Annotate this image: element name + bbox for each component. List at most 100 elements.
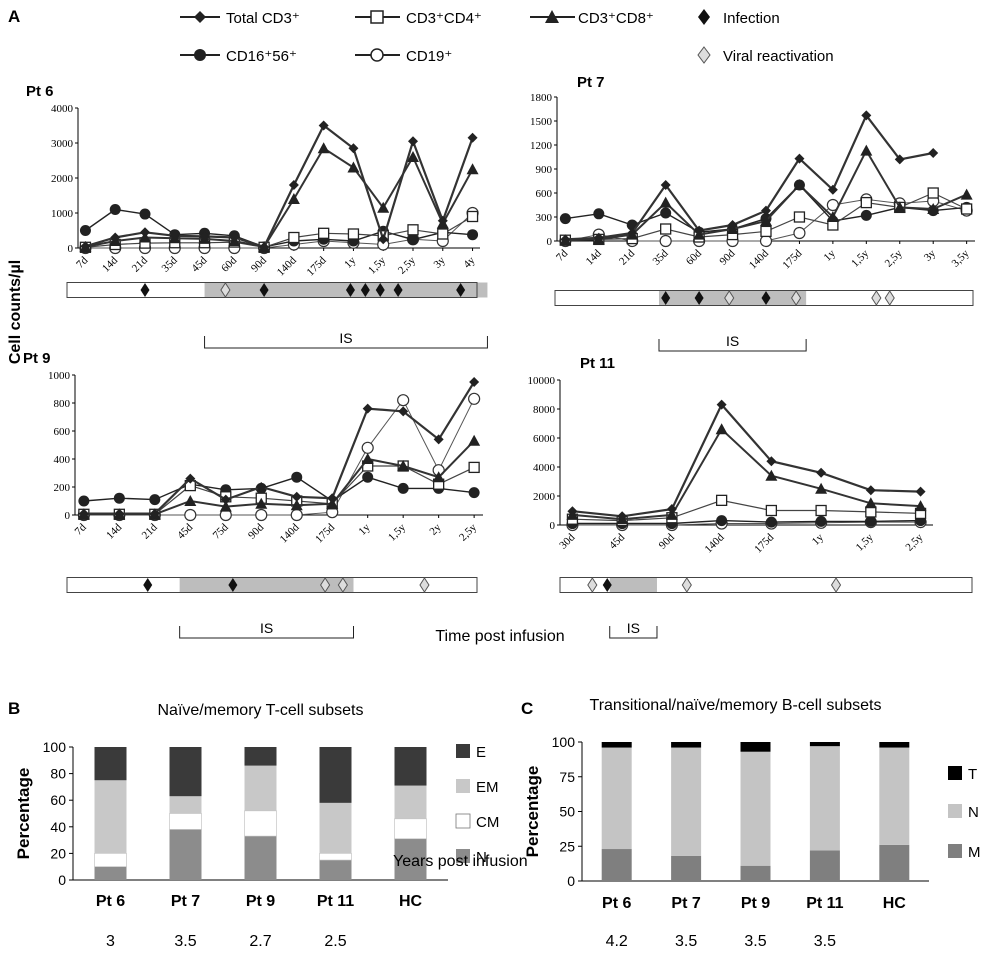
is-bracket-line	[179, 626, 355, 639]
data-point	[827, 184, 838, 195]
data-point	[766, 456, 777, 467]
data-point	[140, 227, 150, 238]
legend-item-cd16-56: CD16⁺56⁺	[180, 48, 297, 65]
y-axis-label: Percentage	[523, 766, 542, 858]
years-value: 3.5	[814, 933, 836, 950]
infection-marker	[456, 283, 466, 297]
series-line	[83, 381, 476, 515]
legend-item-cd19: CD19⁺	[355, 48, 452, 65]
data-point	[893, 201, 906, 213]
data-point	[184, 495, 197, 506]
data-point	[466, 163, 479, 175]
infection-marker	[393, 283, 403, 297]
bar-segment-em	[319, 802, 352, 854]
y-tick-label: 4000	[51, 103, 74, 115]
y-tick-label: 0	[58, 872, 66, 888]
bar-segment-t	[671, 742, 702, 748]
timeline	[66, 577, 478, 593]
x-tick-label: 4y	[461, 254, 478, 271]
line-chart-pt7: Pt 7 0 300 600 900 1200 1500 1800 7d 14d 21d 35d 60d…	[530, 74, 975, 352]
data-point	[199, 231, 210, 242]
bar-segment-n	[809, 746, 840, 851]
chart-title: Pt 9	[23, 350, 51, 367]
bar-pt-11	[809, 742, 840, 881]
data-point	[327, 493, 338, 504]
infection-marker	[375, 283, 385, 297]
timeline-border	[66, 577, 478, 593]
data-point	[716, 515, 728, 527]
series-line	[83, 465, 475, 515]
category-label: Pt 6	[96, 893, 125, 910]
bar-segment-em	[94, 780, 127, 854]
chart-title: Naïve/memory T-cell subsets	[158, 702, 364, 719]
data-point	[716, 399, 727, 410]
y-tick-label: 25	[559, 838, 575, 854]
category-label: Pt 7	[171, 893, 200, 910]
legend-item-cd4: CD3⁺CD4⁺	[355, 10, 482, 27]
data-point	[139, 208, 151, 220]
data-point	[865, 506, 877, 518]
category-label: Pt 9	[246, 893, 275, 910]
bar-pt-7	[169, 747, 202, 880]
x-tick-label: 75d	[211, 521, 232, 542]
x-tick-label: 175d	[305, 254, 329, 278]
bar-segment-e	[394, 747, 427, 786]
years-value: 4.2	[606, 933, 628, 950]
category-label: HC	[883, 895, 907, 912]
data-point	[894, 154, 905, 165]
infection-marker	[259, 283, 269, 297]
timeline	[559, 577, 973, 593]
data-point	[348, 143, 359, 154]
legend-swatch	[456, 849, 470, 863]
y-tick-label: 50	[559, 804, 575, 820]
data-point	[468, 487, 480, 499]
bar-segment-t	[601, 742, 632, 748]
bar-pt-11	[319, 747, 352, 880]
y-tick-label: 200	[54, 482, 71, 494]
series-cd3-cd8	[79, 142, 479, 252]
line-chart-pt6: Pt 6 0 1000 2000 3000 4000 7d 14d 21d 35d 45d 60d 90…	[26, 83, 488, 349]
y-tick-label: 80	[50, 766, 66, 782]
chart-title: Pt 6	[26, 83, 54, 100]
series-total-cd3	[560, 110, 939, 245]
y-tick-label: 1500	[530, 116, 553, 128]
data-point	[765, 469, 778, 481]
timeline-border	[559, 577, 973, 593]
data-point	[468, 392, 481, 405]
data-point	[793, 211, 806, 223]
y-tick-label: 0	[65, 510, 71, 522]
data-point	[794, 153, 805, 164]
data-point	[291, 491, 302, 502]
is-label: IS	[627, 620, 640, 636]
x-tick-label: 7d	[73, 521, 90, 538]
is-bracket: IS	[609, 620, 658, 639]
x-tick-label: 1y	[342, 254, 359, 271]
y-tick-label: 6000	[533, 433, 556, 445]
infection-marker	[360, 283, 370, 297]
is-bracket: IS	[204, 330, 488, 349]
y-tick-label: 1000	[48, 370, 71, 382]
data-point	[110, 232, 121, 243]
y-tick-label: 8000	[533, 404, 556, 416]
x-tick-label: 2,5y	[457, 521, 479, 543]
data-point	[79, 225, 91, 236]
x-tick-label: 1y	[810, 531, 827, 548]
data-point	[861, 110, 872, 121]
data-point	[927, 203, 940, 214]
y-tick-label: 60	[50, 792, 66, 808]
legend-n: N	[456, 849, 487, 866]
viral-reactivation-marker	[320, 577, 331, 593]
is-bracket-line	[204, 336, 488, 349]
data-point	[397, 482, 409, 494]
bar-segment-t	[879, 742, 910, 748]
data-point	[593, 232, 604, 243]
data-point	[437, 228, 449, 240]
is-shaded-period	[179, 577, 354, 593]
data-point	[398, 406, 409, 417]
y-tick-label: 100	[552, 734, 576, 750]
data-point	[765, 516, 777, 528]
is-label: IS	[339, 330, 352, 346]
category-label: Pt 9	[741, 895, 770, 912]
series-cd16-56	[78, 471, 480, 507]
data-point	[960, 188, 973, 200]
